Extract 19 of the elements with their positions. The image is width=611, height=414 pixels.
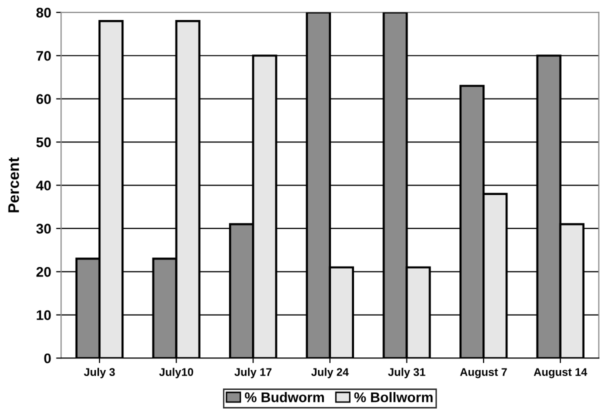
y-tick-label: 50	[36, 137, 51, 148]
y-tick-label: 30	[36, 224, 51, 234]
x-tick-label: August 14	[534, 368, 588, 378]
y-tick-label: 0	[44, 353, 51, 364]
y-tick-label: 20	[36, 267, 51, 277]
legend-label: % Budworm	[244, 392, 324, 402]
y-tick-label: 40	[36, 180, 51, 190]
y-tick-label: 80	[36, 8, 51, 18]
x-tick-label: July 17	[234, 368, 272, 378]
x-tick-label: August 7	[460, 368, 507, 378]
y-tick-label: 70	[36, 50, 51, 61]
y-tick-label: 10	[36, 310, 51, 320]
x-tick-label: July10	[159, 368, 194, 378]
legend-label: % Bollworm	[354, 392, 433, 402]
y-tick-label: 60	[36, 94, 51, 104]
x-tick-label: July 24	[311, 368, 349, 378]
x-tick-label: July 31	[388, 368, 426, 378]
x-tick-label: July 3	[84, 368, 115, 378]
y-axis-title: Percent	[8, 157, 20, 212]
